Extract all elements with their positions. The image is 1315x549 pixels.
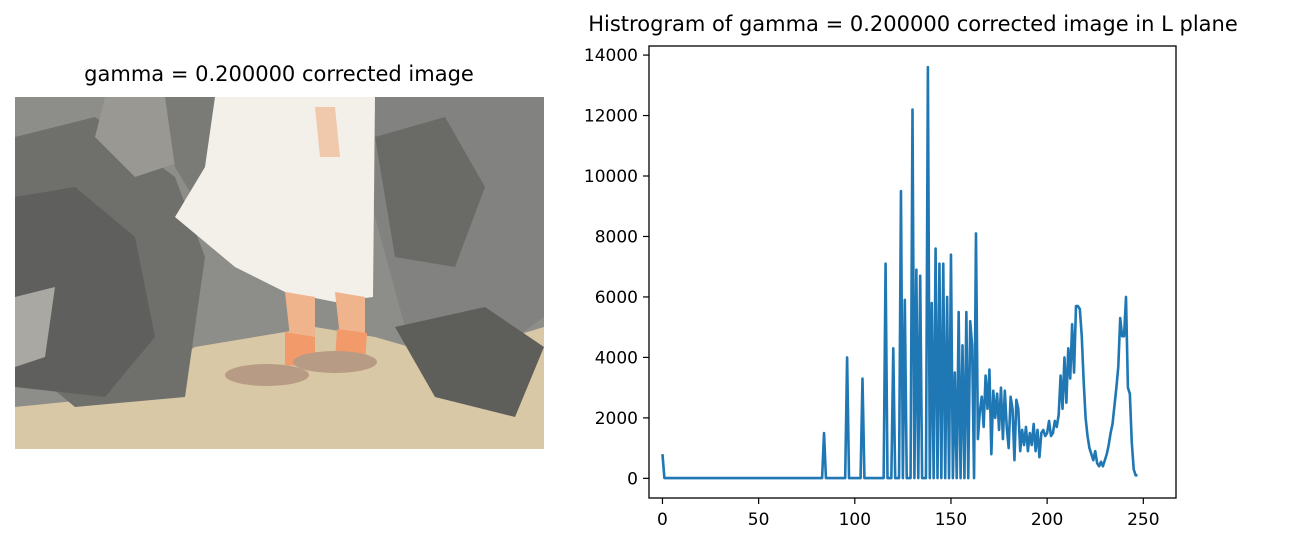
y-tick-label: 12000 (584, 107, 638, 127)
x-tick-label: 200 (1031, 510, 1063, 530)
x-tick-label: 0 (657, 510, 668, 530)
gamma-corrected-photo (15, 97, 544, 449)
chart-title: Histrogram of gamma = 0.200000 corrected… (588, 12, 1238, 36)
x-tick-label: 100 (839, 510, 871, 530)
x-tick-label: 250 (1127, 510, 1159, 530)
series-line (661, 65, 1138, 480)
x-tick-label: 150 (935, 510, 967, 530)
y-tick-label: 10000 (584, 167, 638, 187)
y-tick-label: 8000 (595, 227, 638, 247)
y-tick-label: 4000 (595, 348, 638, 368)
y-tick-label: 6000 (595, 288, 638, 308)
y-tick-label: 14000 (584, 46, 638, 66)
y-tick-label: 2000 (595, 409, 638, 429)
x-tick-label: 50 (748, 510, 770, 530)
image-title: gamma = 0.200000 corrected image (84, 62, 474, 86)
y-tick-label: 0 (627, 469, 638, 489)
plot-frame (648, 45, 1177, 499)
